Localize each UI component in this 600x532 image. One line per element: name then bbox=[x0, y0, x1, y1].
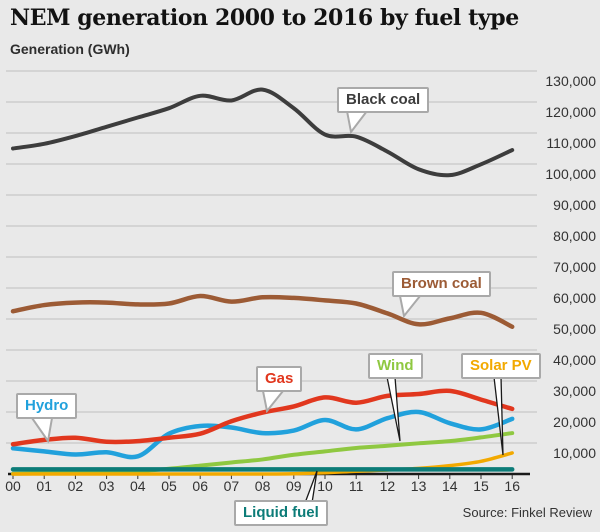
svg-text:11: 11 bbox=[349, 478, 364, 494]
svg-text:08: 08 bbox=[255, 478, 271, 494]
svg-text:04: 04 bbox=[130, 478, 146, 494]
svg-text:60,000: 60,000 bbox=[553, 290, 596, 306]
black-coal-callout-pointer bbox=[345, 110, 370, 135]
y-axis-unit-label: Generation (GWh) bbox=[10, 41, 130, 57]
brown-coal-callout-pointer bbox=[398, 295, 423, 319]
svg-text:13: 13 bbox=[411, 478, 427, 494]
svg-text:120,000: 120,000 bbox=[545, 104, 596, 120]
svg-text:70,000: 70,000 bbox=[553, 259, 596, 275]
wind-callout-pointer bbox=[386, 376, 401, 442]
svg-text:01: 01 bbox=[36, 478, 52, 494]
svg-text:90,000: 90,000 bbox=[553, 197, 596, 213]
svg-text:07: 07 bbox=[224, 478, 240, 494]
svg-text:20,000: 20,000 bbox=[553, 414, 596, 430]
hydro-series-label: Hydro bbox=[16, 393, 78, 419]
svg-text:40,000: 40,000 bbox=[553, 352, 596, 368]
svg-text:06: 06 bbox=[192, 478, 208, 494]
svg-text:00: 00 bbox=[5, 478, 21, 494]
svg-text:03: 03 bbox=[99, 478, 115, 494]
source-attribution: Source: Finkel Review bbox=[462, 505, 592, 520]
svg-text:100,000: 100,000 bbox=[545, 166, 596, 182]
axis-labels: 10,000 20,000 30,000 40,000 50,000 60,000 70,0… bbox=[5, 73, 596, 494]
svg-text:10: 10 bbox=[317, 478, 333, 494]
svg-text:14: 14 bbox=[442, 478, 458, 494]
black-coal-series-label: Black coal bbox=[337, 87, 430, 113]
solar-pv-series-label: Solar PV bbox=[461, 353, 541, 379]
svg-text:15: 15 bbox=[473, 478, 489, 494]
svg-text:50,000: 50,000 bbox=[553, 321, 596, 337]
liquid-fuel-series-label: Liquid fuel bbox=[234, 500, 328, 526]
svg-text:130,000: 130,000 bbox=[545, 73, 596, 89]
data-series-lines bbox=[10, 87, 515, 476]
liquid-fuel-callout-pointer bbox=[304, 470, 318, 504]
svg-text:05: 05 bbox=[161, 478, 177, 494]
gas-series-label: Gas bbox=[256, 366, 303, 392]
svg-text:80,000: 80,000 bbox=[553, 228, 596, 244]
svg-text:09: 09 bbox=[286, 478, 302, 494]
svg-text:02: 02 bbox=[68, 478, 84, 494]
brown-coal-series-label: Brown coal bbox=[392, 271, 491, 297]
svg-text:30,000: 30,000 bbox=[553, 383, 596, 399]
svg-text:12: 12 bbox=[380, 478, 396, 494]
svg-text:110,000: 110,000 bbox=[546, 135, 596, 151]
page-title: NEM generation 2000 to 2016 by fuel type bbox=[10, 5, 519, 31]
hydro-callout-pointer bbox=[30, 417, 54, 444]
svg-text:16: 16 bbox=[504, 478, 520, 494]
wind-series-label: Wind bbox=[368, 353, 423, 379]
svg-text:10,000: 10,000 bbox=[553, 445, 596, 461]
